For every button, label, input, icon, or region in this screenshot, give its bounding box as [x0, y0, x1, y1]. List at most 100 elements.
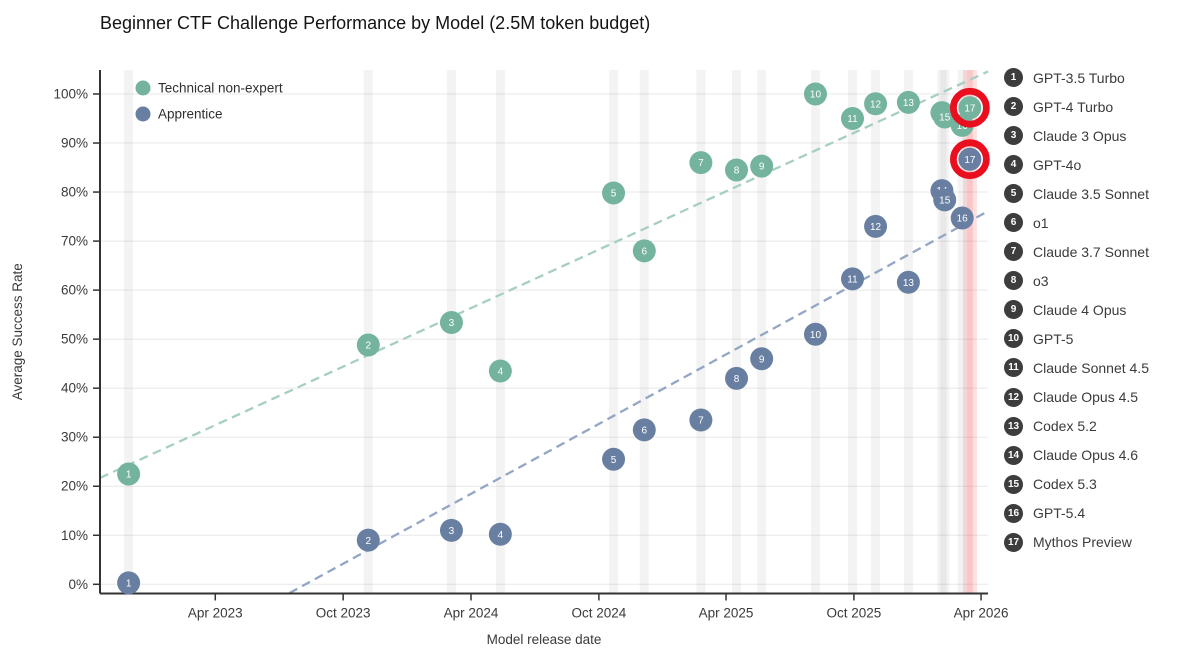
model-legend-item: 17 Mythos Preview: [1004, 528, 1198, 557]
release-band: [639, 70, 649, 594]
data-point-apprentice-8: 8: [725, 366, 749, 390]
model-legend-label: Codex 5.3: [1033, 476, 1097, 493]
series-legend-swatch: [135, 106, 151, 122]
model-number-badge: 13: [1004, 416, 1023, 436]
svg-text:6: 6: [642, 246, 648, 257]
model-number-badge: 8: [1004, 271, 1023, 291]
data-point-apprentice-3: 3: [439, 518, 463, 542]
svg-text:13: 13: [903, 278, 915, 289]
svg-text:12: 12: [870, 222, 882, 233]
highlight-release-band: [962, 70, 977, 594]
model-legend-label: Claude 3 Opus: [1033, 127, 1127, 144]
svg-text:1: 1: [126, 578, 132, 589]
model-legend-item: 13 Codex 5.2: [1004, 412, 1198, 441]
x-tick-label: Oct 2025: [826, 606, 881, 621]
model-legend-item: 5 Claude 3.5 Sonnet: [1004, 179, 1198, 208]
svg-text:5: 5: [611, 189, 617, 200]
data-point-apprentice-1: 1: [117, 571, 141, 595]
series-legend-label: Technical non-expert: [158, 81, 283, 96]
data-point-apprentice-16: 16: [950, 206, 974, 230]
data-point-technical_non_expert-17: 17: [958, 96, 982, 120]
y-tick-label: 50%: [61, 332, 88, 347]
model-number-badge: 15: [1004, 474, 1023, 494]
y-tick-label: 0%: [68, 577, 88, 592]
svg-text:16: 16: [957, 121, 969, 132]
data-point-technical_non_expert-13: 13: [896, 90, 920, 114]
svg-text:10: 10: [810, 90, 822, 101]
x-tick-label: Apr 2024: [444, 606, 499, 621]
model-number-badge: 6: [1004, 213, 1023, 233]
svg-text:8: 8: [734, 166, 740, 177]
svg-text:8: 8: [734, 374, 740, 385]
model-legend-label: Codex 5.2: [1033, 418, 1097, 435]
highlight-release-band-core: [966, 70, 973, 594]
model-legend-item: 3 Claude 3 Opus: [1004, 121, 1198, 150]
svg-text:15: 15: [939, 196, 951, 207]
model-number-badge: 5: [1004, 184, 1023, 204]
release-band: [732, 70, 742, 594]
model-legend-item: 11 Claude Sonnet 4.5: [1004, 353, 1198, 382]
trendline: [99, 70, 989, 479]
model-legend-label: Claude Opus 4.5: [1033, 389, 1139, 406]
data-point-apprentice-6: 6: [632, 418, 656, 442]
data-point-technical_non_expert-1: 1: [117, 462, 141, 486]
x-tick-label: Apr 2025: [699, 606, 754, 621]
release-band: [757, 70, 767, 594]
model-number-badge: 10: [1004, 329, 1023, 349]
x-tick-label: Oct 2023: [316, 606, 371, 621]
model-legend-label: o3: [1033, 272, 1049, 289]
trendline: [288, 210, 989, 595]
data-point-apprentice-13: 13: [896, 270, 920, 294]
data-point-apprentice-2: 2: [356, 528, 380, 552]
x-axis-title: Model release date: [487, 632, 602, 647]
model-legend-label: Claude 3.7 Sonnet: [1033, 243, 1149, 260]
model-legend-item: 7 Claude 3.7 Sonnet: [1004, 237, 1198, 266]
svg-text:17: 17: [964, 103, 976, 114]
model-legend-item: 4 GPT-4o: [1004, 150, 1198, 179]
model-legend-label: GPT-4 Turbo: [1033, 98, 1114, 115]
svg-text:17: 17: [964, 155, 976, 166]
data-point-technical_non_expert-4: 4: [488, 359, 512, 383]
data-point-apprentice-5: 5: [602, 447, 626, 471]
svg-text:11: 11: [847, 274, 858, 285]
series-legend-label: Apprentice: [158, 107, 223, 122]
svg-text:9: 9: [759, 354, 765, 365]
svg-text:12: 12: [870, 99, 882, 110]
release-band: [937, 70, 947, 594]
x-tick-label: Oct 2024: [571, 606, 626, 621]
data-point-technical_non_expert-12: 12: [864, 92, 888, 116]
model-legend-label: Claude Opus 4.6: [1033, 447, 1139, 464]
svg-text:2: 2: [366, 341, 372, 352]
data-point-technical_non_expert-6: 6: [632, 239, 656, 263]
data-point-technical_non_expert-8: 8: [725, 158, 749, 182]
model-number-badge: 11: [1004, 358, 1023, 378]
release-band: [957, 70, 967, 594]
y-tick-label: 30%: [61, 430, 88, 445]
model-number-badge: 4: [1004, 155, 1023, 175]
model-number-badge: 12: [1004, 387, 1023, 407]
svg-text:6: 6: [642, 425, 648, 436]
x-tick-label: Apr 2026: [954, 606, 1009, 621]
model-legend-item: 14 Claude Opus 4.6: [1004, 441, 1198, 470]
svg-text:2: 2: [366, 536, 372, 547]
svg-text:3: 3: [449, 526, 455, 537]
red-annotation-circle: [949, 87, 990, 128]
data-point-technical_non_expert-3: 3: [439, 310, 463, 334]
svg-text:13: 13: [903, 98, 915, 109]
svg-text:7: 7: [698, 416, 704, 427]
svg-text:9: 9: [759, 162, 765, 173]
model-number-badge: 2: [1004, 97, 1023, 117]
model-legend-item: 8 o3: [1004, 266, 1198, 295]
series-legend-swatch: [135, 80, 151, 96]
model-legend-item: 1 GPT-3.5 Turbo: [1004, 63, 1198, 92]
model-number-badge: 14: [1004, 445, 1023, 465]
data-point-technical_non_expert-5: 5: [602, 181, 626, 205]
release-band: [363, 70, 373, 594]
x-tick-label: Apr 2023: [188, 606, 243, 621]
y-tick-label: 40%: [61, 381, 88, 396]
data-point-apprentice-12: 12: [864, 214, 888, 238]
y-tick-label: 60%: [61, 283, 88, 298]
model-number-badge: 9: [1004, 300, 1023, 320]
data-point-apprentice-11: 11: [840, 267, 864, 291]
y-tick-label: 90%: [61, 136, 88, 151]
